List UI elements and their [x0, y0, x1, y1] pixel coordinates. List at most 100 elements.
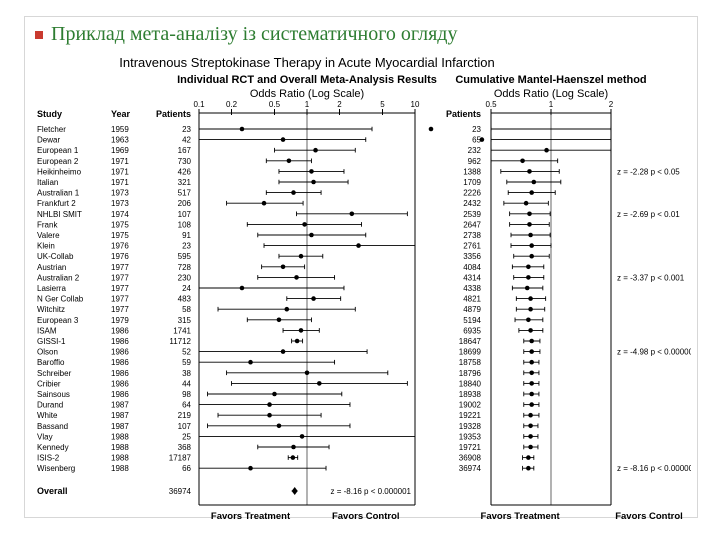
svg-text:1988: 1988 [111, 432, 129, 441]
svg-text:Witchitz: Witchitz [37, 305, 65, 314]
svg-text:Odds Ratio (Log Scale): Odds Ratio (Log Scale) [494, 88, 608, 100]
svg-text:Valere: Valere [37, 231, 60, 240]
svg-text:1987: 1987 [111, 401, 129, 410]
svg-text:z = -4.98 p < 0.000001: z = -4.98 p < 0.000001 [617, 348, 691, 357]
svg-text:595: 595 [178, 252, 192, 261]
svg-text:91: 91 [182, 231, 191, 240]
svg-text:1986: 1986 [111, 337, 129, 346]
svg-text:GISSI-1: GISSI-1 [37, 337, 66, 346]
svg-text:1741: 1741 [173, 326, 191, 335]
svg-text:19002: 19002 [459, 401, 482, 410]
svg-text:Australian 2: Australian 2 [37, 273, 80, 282]
svg-text:European 2: European 2 [37, 157, 79, 166]
svg-text:1971: 1971 [111, 178, 129, 187]
svg-text:10: 10 [411, 100, 420, 109]
svg-text:2738: 2738 [463, 231, 481, 240]
svg-text:1709: 1709 [463, 178, 481, 187]
svg-text:ISAM: ISAM [37, 326, 57, 335]
svg-text:42: 42 [182, 136, 191, 145]
svg-text:167: 167 [178, 146, 192, 155]
svg-text:Patients: Patients [156, 109, 191, 119]
svg-text:64: 64 [182, 401, 191, 410]
svg-text:Favors Treatment: Favors Treatment [481, 511, 561, 519]
svg-text:1986: 1986 [111, 369, 129, 378]
svg-text:2539: 2539 [463, 210, 481, 219]
svg-text:Baroffio: Baroffio [37, 358, 65, 367]
svg-text:1979: 1979 [111, 316, 129, 325]
svg-text:1986: 1986 [111, 358, 129, 367]
svg-text:Wisenberg: Wisenberg [37, 464, 75, 473]
svg-text:1971: 1971 [111, 157, 129, 166]
svg-text:z = -2.28 p < 0.05: z = -2.28 p < 0.05 [617, 167, 680, 176]
svg-text:17187: 17187 [169, 454, 192, 463]
svg-text:Schreiber: Schreiber [37, 369, 72, 378]
svg-text:18840: 18840 [459, 379, 482, 388]
svg-text:19328: 19328 [459, 422, 482, 431]
svg-text:1977: 1977 [111, 295, 129, 304]
svg-text:107: 107 [178, 210, 192, 219]
svg-text:58: 58 [182, 305, 191, 314]
svg-text:232: 232 [468, 146, 482, 155]
svg-text:Favors Treatment: Favors Treatment [211, 511, 291, 519]
svg-text:1986: 1986 [111, 379, 129, 388]
svg-text:0.1: 0.1 [193, 100, 205, 109]
svg-text:3356: 3356 [463, 252, 481, 261]
svg-text:Klein: Klein [37, 242, 55, 251]
svg-text:18699: 18699 [459, 348, 482, 357]
svg-text:24: 24 [182, 284, 191, 293]
svg-text:2226: 2226 [463, 189, 481, 198]
svg-text:5194: 5194 [463, 316, 481, 325]
svg-text:Dewar: Dewar [37, 136, 60, 145]
svg-text:z = -8.16 p < 0.000001: z = -8.16 p < 0.000001 [330, 487, 411, 496]
svg-text:0.2: 0.2 [226, 100, 238, 109]
svg-text:18647: 18647 [459, 337, 482, 346]
svg-text:18796: 18796 [459, 369, 482, 378]
svg-text:Kennedy: Kennedy [37, 443, 69, 452]
svg-text:Individual RCT and Overall Met: Individual RCT and Overall Meta-Analysis… [177, 74, 437, 86]
svg-text:NHLBI SMIT: NHLBI SMIT [37, 210, 82, 219]
svg-text:2: 2 [337, 100, 342, 109]
svg-text:Cumulative Mantel-Haenszel met: Cumulative Mantel-Haenszel method [455, 74, 646, 86]
svg-text:Austrian: Austrian [37, 263, 66, 272]
svg-text:Patients: Patients [446, 109, 481, 119]
svg-text:Bassand: Bassand [37, 422, 68, 431]
svg-text:Frankfurt 2: Frankfurt 2 [37, 199, 76, 208]
svg-text:Vlay: Vlay [37, 432, 53, 441]
svg-text:219: 219 [178, 411, 192, 420]
svg-text:1977: 1977 [111, 284, 129, 293]
svg-text:UK-Collab: UK-Collab [37, 252, 74, 261]
svg-text:962: 962 [468, 157, 482, 166]
svg-text:Australian 1: Australian 1 [37, 189, 80, 198]
svg-text:1988: 1988 [111, 454, 129, 463]
svg-text:1969: 1969 [111, 146, 129, 155]
svg-text:Favors Control: Favors Control [332, 511, 400, 519]
svg-text:19353: 19353 [459, 432, 482, 441]
svg-text:1987: 1987 [111, 422, 129, 431]
svg-text:Frank: Frank [37, 220, 58, 229]
svg-text:4338: 4338 [463, 284, 481, 293]
svg-text:108: 108 [178, 220, 192, 229]
svg-text:Favors Control: Favors Control [615, 511, 683, 519]
svg-text:1: 1 [549, 100, 554, 109]
slide-frame: Приклад мета-аналізу із систематичного о… [24, 16, 698, 518]
svg-text:1977: 1977 [111, 273, 129, 282]
svg-text:0.5: 0.5 [269, 100, 281, 109]
svg-text:206: 206 [178, 199, 192, 208]
svg-text:z = -3.37 p < 0.001: z = -3.37 p < 0.001 [617, 273, 685, 282]
svg-text:1971: 1971 [111, 167, 129, 176]
svg-text:Cribier: Cribier [37, 379, 61, 388]
svg-text:23: 23 [182, 125, 191, 134]
svg-text:52: 52 [182, 348, 191, 357]
svg-text:Lasierra: Lasierra [37, 284, 66, 293]
svg-text:Durand: Durand [37, 401, 63, 410]
svg-text:1987: 1987 [111, 411, 129, 420]
svg-text:1959: 1959 [111, 125, 129, 134]
svg-text:4314: 4314 [463, 273, 481, 282]
svg-text:11712: 11712 [169, 337, 191, 346]
svg-text:0.5: 0.5 [485, 100, 497, 109]
svg-text:2761: 2761 [463, 242, 481, 251]
svg-text:1977: 1977 [111, 263, 129, 272]
svg-text:Intravenous Streptokinase Ther: Intravenous Streptokinase Therapy in Acu… [119, 55, 495, 70]
svg-text:23: 23 [182, 242, 191, 251]
svg-text:White: White [37, 411, 58, 420]
